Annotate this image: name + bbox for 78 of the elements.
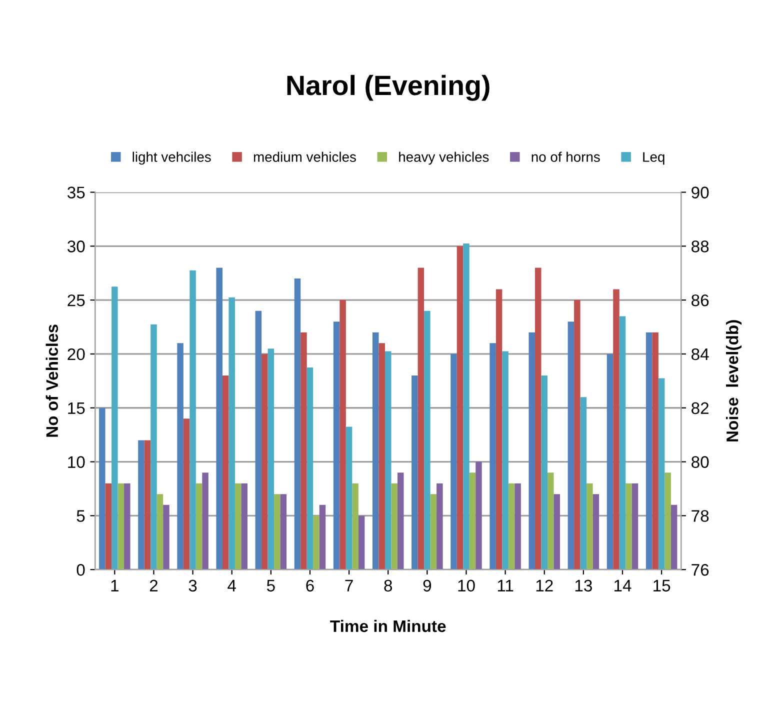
bar xyxy=(554,494,560,570)
y-tick-label: 5 xyxy=(76,510,85,522)
bar xyxy=(397,472,404,570)
bar xyxy=(163,504,170,570)
x-tick-label: 12 xyxy=(536,580,553,592)
bar xyxy=(118,483,124,570)
bar xyxy=(124,483,130,570)
bar xyxy=(177,343,184,570)
x-tick-label: 14 xyxy=(614,580,632,592)
x-tick-label: 4 xyxy=(228,580,236,592)
bar xyxy=(202,472,208,570)
bar xyxy=(216,268,222,570)
y-tick-label: 0 xyxy=(76,564,85,576)
bar xyxy=(280,494,287,570)
y-tick-label: 20 xyxy=(68,348,85,360)
x-tick-label: 15 xyxy=(654,580,670,592)
y2-tick-label: 80 xyxy=(692,456,709,468)
bar xyxy=(430,494,437,570)
bar xyxy=(294,278,301,570)
y2-tick-label: 76 xyxy=(692,564,709,576)
x-tick-label: 1 xyxy=(111,580,118,592)
bar xyxy=(241,483,248,570)
x-tick-label: 3 xyxy=(188,580,197,592)
y2-axis-title: Noise level(db) xyxy=(726,320,742,442)
y2-tick-label: 88 xyxy=(692,240,709,252)
bar xyxy=(234,483,242,570)
bar xyxy=(372,332,379,570)
bar xyxy=(319,504,326,570)
bar xyxy=(156,494,164,570)
bar xyxy=(646,332,652,570)
chart-title: Narol (Evening) xyxy=(287,74,490,101)
y-tick-label: 35 xyxy=(68,186,85,198)
bar xyxy=(358,516,365,570)
x-tick-label: 13 xyxy=(575,580,592,592)
bar xyxy=(476,462,482,570)
y2-tick-label: 90 xyxy=(692,186,709,198)
bar xyxy=(313,516,320,570)
y2-tick-label: 82 xyxy=(692,402,709,414)
bar xyxy=(333,322,340,570)
y2-tick-label: 86 xyxy=(692,294,709,306)
bar xyxy=(469,472,476,570)
bar xyxy=(606,354,614,570)
bar xyxy=(528,332,535,570)
bar xyxy=(105,483,112,570)
x-tick-label: 7 xyxy=(345,580,353,592)
x-tick-label: 8 xyxy=(384,580,392,592)
y-tick-label: 15 xyxy=(68,402,85,414)
y-tick-label: 10 xyxy=(68,456,85,468)
bar xyxy=(138,440,144,570)
bar xyxy=(450,354,457,570)
bar xyxy=(592,494,600,570)
bar xyxy=(632,483,638,570)
bar xyxy=(412,376,418,570)
bar xyxy=(568,322,574,570)
bar xyxy=(436,483,443,570)
bar xyxy=(670,504,678,570)
y-axis-title: No of Vehicles xyxy=(46,324,58,437)
bar xyxy=(490,343,496,570)
bar xyxy=(196,483,202,570)
x-tick-label: 9 xyxy=(423,580,432,592)
x-tick-label: 11 xyxy=(498,580,514,592)
legend-label: light vehciles xyxy=(132,152,211,165)
x-tick-label: 6 xyxy=(306,580,314,592)
legend-label: medium vehicles xyxy=(254,152,356,162)
bar xyxy=(514,483,521,570)
x-tick-label: 2 xyxy=(150,580,158,592)
legend-label: Leq xyxy=(643,152,664,165)
legend-label: heavy vehicles xyxy=(399,152,489,165)
bar xyxy=(99,408,106,570)
legend-label: no of horns xyxy=(532,152,600,162)
y2-tick-label: 84 xyxy=(692,348,709,360)
x-axis-title: Time in Minute xyxy=(330,620,446,632)
y2-tick-label: 78 xyxy=(692,510,709,522)
x-tick-label: 10 xyxy=(458,580,475,592)
y-tick-label: 30 xyxy=(68,240,85,252)
y-tick-label: 25 xyxy=(68,294,85,306)
bar xyxy=(255,310,262,570)
x-tick-label: 5 xyxy=(266,580,275,592)
